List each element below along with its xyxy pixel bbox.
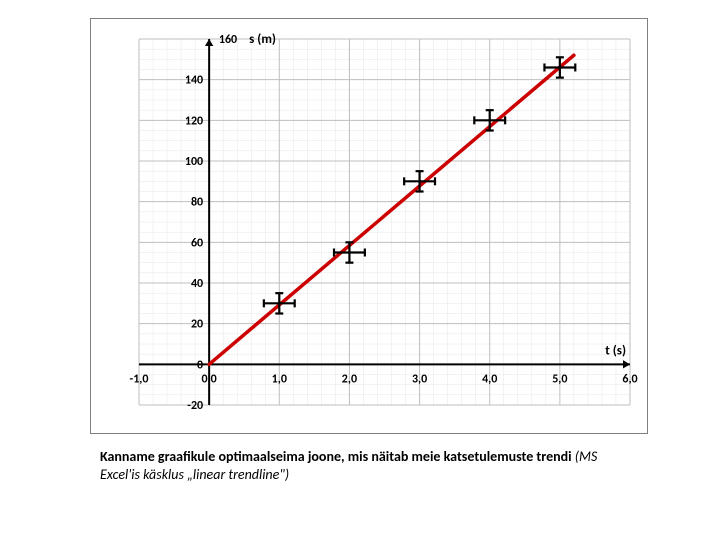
caption-lead: Kanname graafikule optimaalseima joone, …: [100, 448, 575, 465]
y-axis-label: s (m): [249, 32, 276, 47]
svg-text:5,0: 5,0: [552, 372, 567, 386]
svg-text:-1,0: -1,0: [130, 372, 149, 386]
svg-text:60: 60: [191, 236, 203, 250]
svg-text:100: 100: [185, 155, 203, 169]
svg-text:140: 140: [185, 74, 203, 88]
chart-frame: -20 0 20 40 60 80 100 120 140 160 s (m) -1,0 0,0 1,0 2…: [90, 18, 648, 434]
svg-text:20: 20: [191, 318, 203, 332]
svg-text:0: 0: [197, 358, 203, 372]
svg-text:4,0: 4,0: [482, 372, 497, 386]
svg-text:3,0: 3,0: [412, 372, 427, 386]
svg-text:-20: -20: [187, 399, 203, 413]
svg-text:1,0: 1,0: [272, 372, 287, 386]
x-axis-label: t (s): [605, 343, 626, 358]
svg-text:120: 120: [185, 114, 203, 128]
svg-text:40: 40: [191, 277, 203, 291]
svg-text:80: 80: [191, 196, 203, 210]
svg-text:2,0: 2,0: [342, 372, 357, 386]
svg-text:6,0: 6,0: [622, 372, 637, 386]
svg-text:0,0: 0,0: [202, 372, 217, 386]
svg-text:160: 160: [219, 33, 237, 47]
caption: Kanname graafikule optimaalseima joone, …: [100, 448, 640, 483]
slide: { "chart": { "type": "scatter-with-trend…: [0, 0, 720, 540]
chart: -20 0 20 40 60 80 100 120 140 160 s (m) -1,0 0,0 1,0 2…: [91, 19, 647, 433]
